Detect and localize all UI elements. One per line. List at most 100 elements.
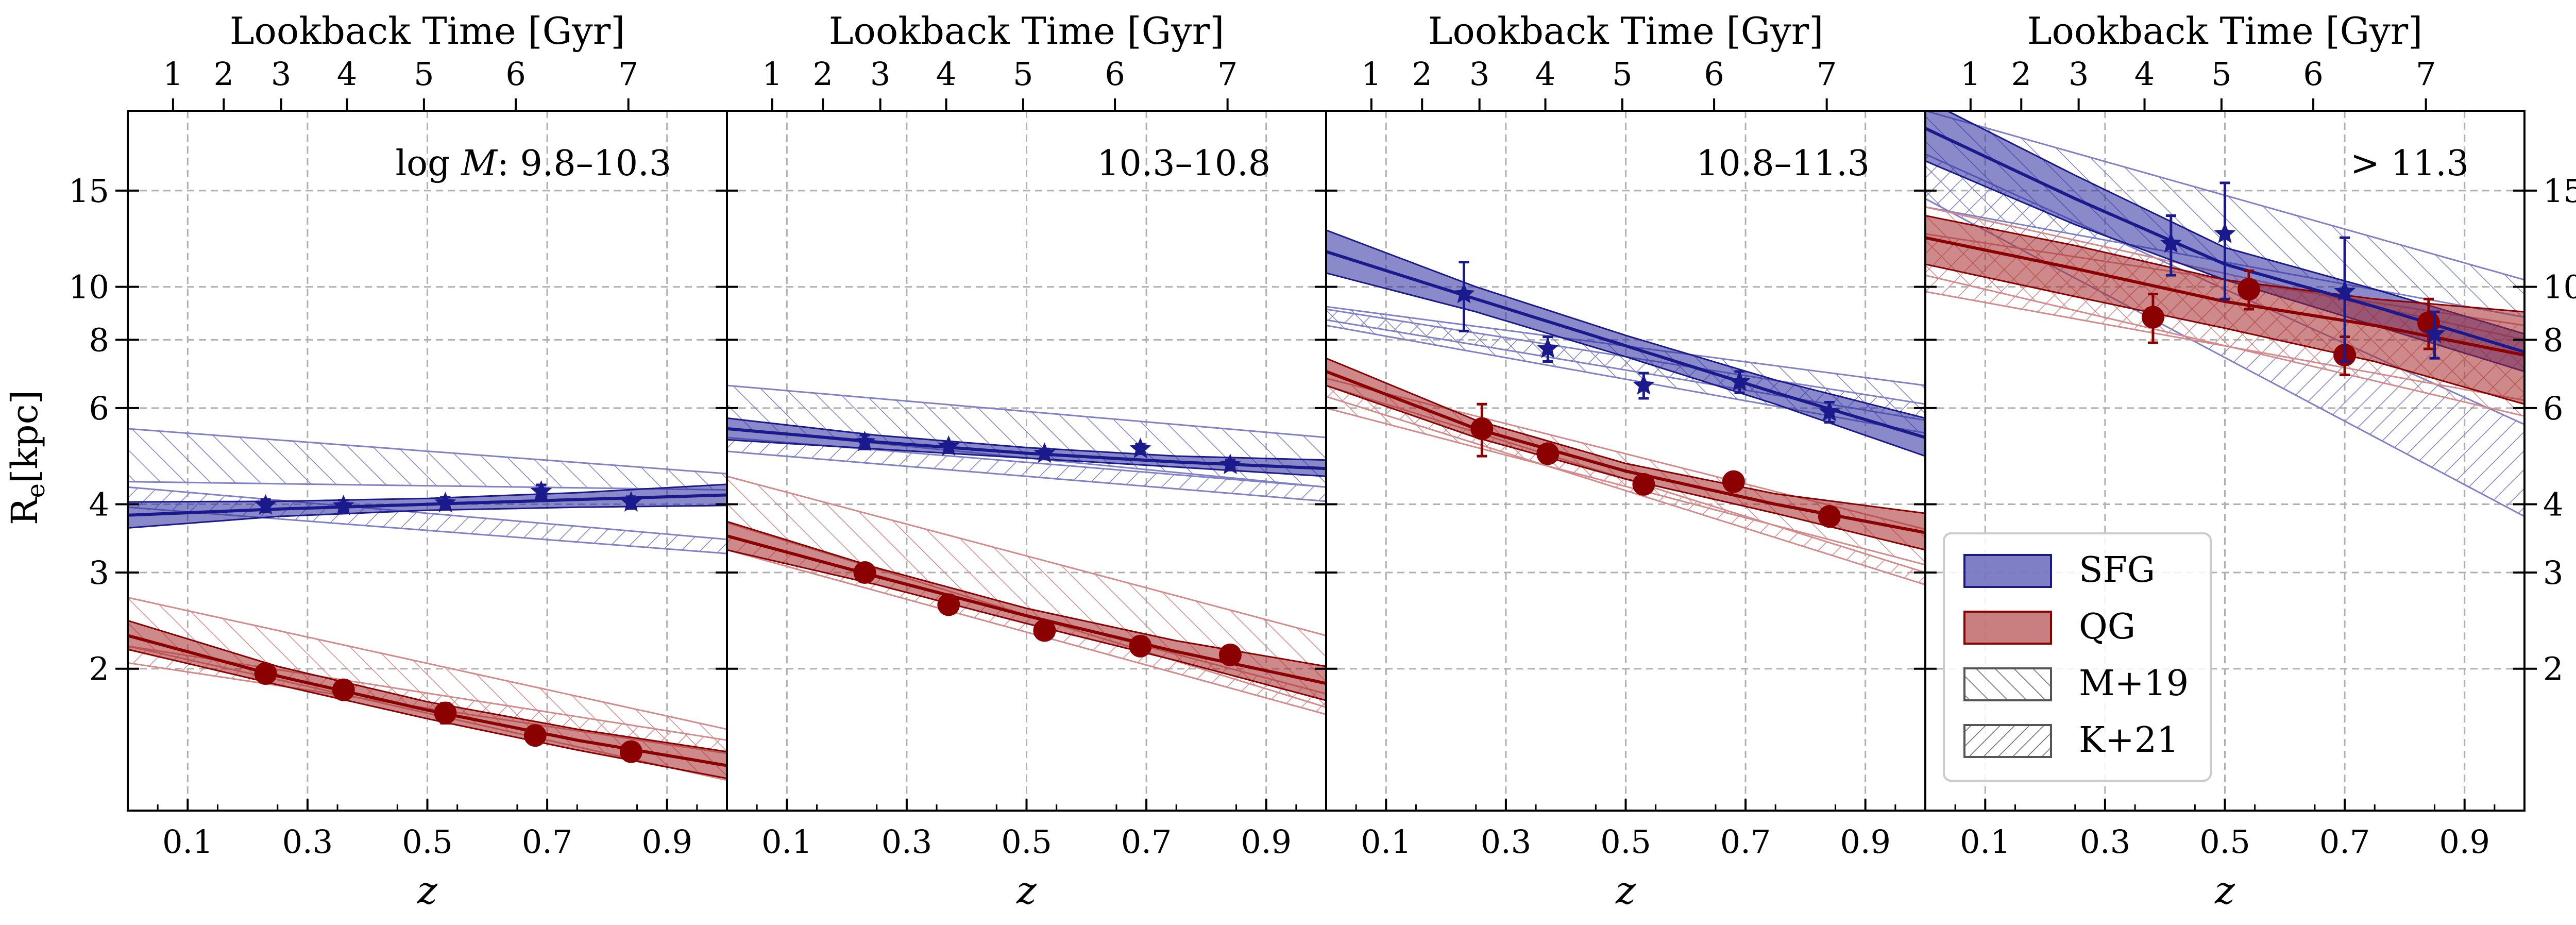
y-tick-label: 6 <box>89 390 109 427</box>
top-tick-label: 6 <box>505 55 526 93</box>
top-tick-label: 5 <box>414 55 434 93</box>
top-axis-label: Lookback Time [Gyr] <box>1428 9 1824 53</box>
x-axis-label: z <box>417 868 438 913</box>
y-tick-label-right: 6 <box>2543 390 2563 427</box>
x-tick-label: 0.1 <box>162 823 213 861</box>
top-tick-label: 3 <box>1469 55 1489 93</box>
sfg-point <box>332 495 354 515</box>
top-tick-label: 6 <box>1105 55 1125 93</box>
top-tick-label: 1 <box>163 55 183 93</box>
qg-point <box>1129 634 1152 658</box>
sfg-point <box>1453 282 1475 304</box>
qg-point <box>937 593 960 616</box>
qg-point <box>1218 643 1242 666</box>
x-tick-label: 0.7 <box>2319 823 2370 861</box>
qg-point <box>523 724 547 747</box>
top-tick-label: 3 <box>870 55 890 93</box>
sfg-point <box>255 494 277 515</box>
top-tick-label: 1 <box>1361 55 1381 93</box>
x-tick-label: 0.9 <box>1840 823 1891 861</box>
panel-label: log M: 9.8–10.3 <box>395 143 671 184</box>
top-tick-label: 4 <box>337 55 357 93</box>
qg-point <box>1536 442 1560 465</box>
qg-point <box>1632 473 1655 496</box>
top-tick-label: 2 <box>1412 55 1432 93</box>
legend-swatch-k21 <box>1963 724 2052 758</box>
qg-point <box>2238 278 2261 301</box>
top-tick-label: 6 <box>1704 55 1724 93</box>
x-tick-label: 0.9 <box>1241 823 1292 861</box>
qg-fit-line <box>1925 236 2524 357</box>
qg-point <box>332 678 355 701</box>
x-tick-label: 0.9 <box>2439 823 2490 861</box>
y-tick-label-right: 3 <box>2543 554 2563 592</box>
sfg-point <box>854 430 876 451</box>
sfg-point <box>1728 371 1751 391</box>
y-tick-label: 4 <box>89 486 109 524</box>
qg-point <box>1818 505 1841 528</box>
legend-swatch-sfg <box>1963 554 2052 588</box>
x-tick-label: 0.5 <box>2199 823 2250 861</box>
x-tick-label: 0.3 <box>882 823 933 861</box>
top-tick-label: 2 <box>813 55 833 93</box>
sfg-fit-line <box>1326 250 1925 439</box>
top-tick-label: 5 <box>1013 55 1033 93</box>
sfg-point <box>2160 232 2182 253</box>
sfg-fit-band <box>128 483 727 529</box>
top-axis-label: Lookback Time [Gyr] <box>2027 9 2423 53</box>
panel-label: > 11.3 <box>2350 143 2469 184</box>
sfg-point <box>1033 442 1056 463</box>
top-tick-label: 2 <box>214 55 234 93</box>
qg-fit-band <box>1925 214 2524 405</box>
panel-label: 10.3–10.8 <box>1097 143 1270 184</box>
top-tick-label: 4 <box>1535 55 1555 93</box>
x-tick-label: 0.5 <box>402 823 453 861</box>
x-tick-label: 0.1 <box>1361 823 1412 861</box>
top-tick-label: 3 <box>271 55 291 93</box>
x-tick-label: 0.1 <box>1960 823 2011 861</box>
legend-label-m19: M+19 <box>2079 663 2189 704</box>
top-tick-label: 4 <box>2134 55 2155 93</box>
sfg-point <box>1819 400 1840 422</box>
top-tick-label: 1 <box>1960 55 1980 93</box>
top-tick-label: 4 <box>936 55 956 93</box>
y-tick-label-right: 10 <box>2543 268 2576 306</box>
x-axis-label: z <box>1615 868 1636 913</box>
legend-label-qg: QG <box>2079 607 2136 647</box>
top-axis-label: Lookback Time [Gyr] <box>829 9 1225 53</box>
qg-point <box>1722 470 1745 493</box>
panel-label: 10.8–11.3 <box>1696 143 1870 184</box>
top-tick-label: 5 <box>1612 55 1632 93</box>
k21-sfg-band <box>727 436 1326 502</box>
x-tick-label: 0.9 <box>641 823 692 861</box>
x-tick-label: 0.5 <box>1001 823 1052 861</box>
qg-point <box>434 701 457 725</box>
sfg-point <box>2424 323 2446 343</box>
legend: SFG QG M+19 K+21 <box>1943 532 2212 782</box>
top-tick-label: 7 <box>1817 55 1837 93</box>
sfg-point <box>2334 280 2355 301</box>
legend-swatch-m19 <box>1963 667 2052 701</box>
x-tick-label: 0.1 <box>761 823 812 861</box>
sfg-point <box>938 435 960 456</box>
x-tick-label: 0.3 <box>2080 823 2131 861</box>
y-tick-label-right: 15 <box>2543 172 2576 210</box>
sfg-fit-line <box>128 493 727 517</box>
y-tick-label: 10 <box>69 268 109 306</box>
x-axis-label: z <box>2214 868 2235 913</box>
sfg-point <box>530 480 552 501</box>
top-tick-label: 7 <box>2416 55 2436 93</box>
sfg-point <box>1129 438 1151 458</box>
sfg-point <box>434 492 456 513</box>
top-tick-label: 1 <box>762 55 782 93</box>
y-tick-label-right: 4 <box>2543 486 2563 524</box>
top-tick-label: 3 <box>2069 55 2089 93</box>
x-tick-label: 0.7 <box>1121 823 1172 861</box>
qg-point <box>254 662 277 685</box>
y-tick-label: 15 <box>69 172 109 210</box>
